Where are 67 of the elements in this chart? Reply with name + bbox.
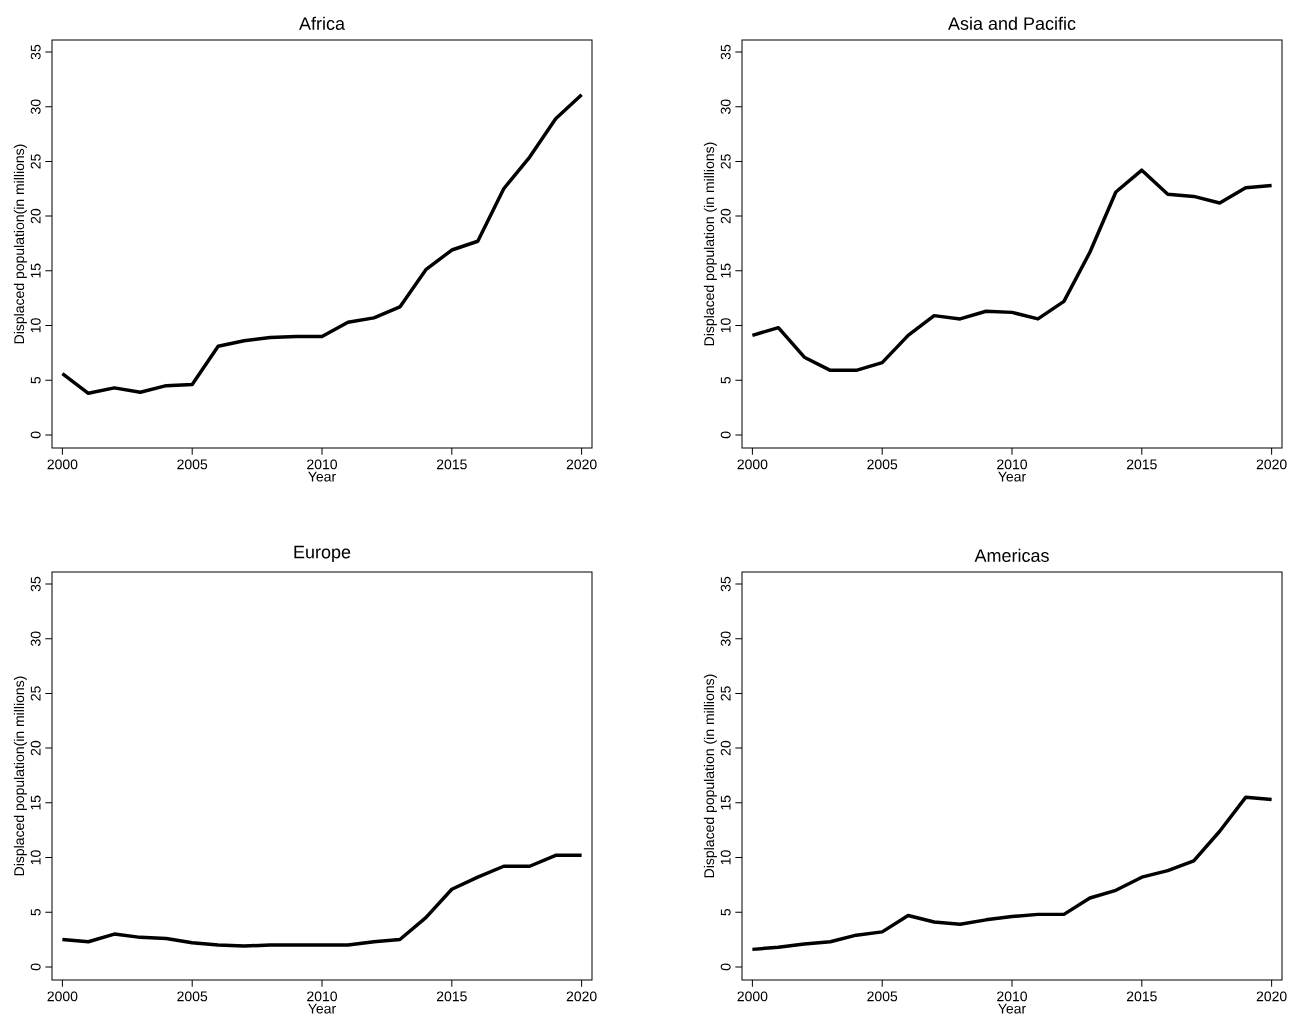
- y-tick-label: 25: [30, 686, 41, 701]
- y-axis-title: Displaced population (in millions): [703, 674, 717, 878]
- y-tick-label: 0: [720, 431, 731, 439]
- x-tick-label: 2000: [737, 991, 768, 1002]
- y-tick-label: 10: [720, 318, 731, 333]
- y-tick-label: 10: [30, 850, 41, 865]
- y-tick-label: 5: [30, 908, 41, 916]
- y-tick-label: 15: [720, 795, 731, 810]
- y-tick-label: 25: [720, 686, 731, 701]
- y-tick-label: 30: [30, 631, 41, 646]
- x-axis-title: Year: [998, 471, 1026, 482]
- y-tick-label: 0: [30, 431, 41, 439]
- line-series: [60, 92, 584, 396]
- x-tick-label: 2020: [566, 459, 597, 470]
- x-axis-title: Year: [308, 1003, 336, 1014]
- y-tick-label: 30: [30, 99, 41, 114]
- line-series: [750, 168, 1274, 373]
- y-tick-label: 15: [30, 263, 41, 278]
- y-tick-label: 5: [30, 376, 41, 384]
- x-tick-label: 2010: [997, 459, 1028, 470]
- x-tick-label: 2000: [47, 991, 78, 1002]
- x-tick-label: 2000: [737, 459, 768, 470]
- y-tick-label: 35: [720, 576, 731, 592]
- y-axis-title: Displaced population (in millions): [703, 142, 717, 346]
- y-tick-label: 15: [720, 263, 731, 278]
- y-tick-label: 0: [30, 963, 41, 971]
- y-tick-label: 20: [30, 208, 41, 224]
- y-tick-label: 25: [720, 154, 731, 169]
- y-tick-label: 30: [720, 631, 731, 646]
- x-tick-label: 2020: [1256, 459, 1287, 470]
- y-tick-label: 35: [30, 44, 41, 60]
- y-tick-label: 0: [720, 963, 731, 971]
- x-tick-label: 2010: [307, 459, 338, 470]
- x-axis-title: Year: [998, 1003, 1026, 1014]
- y-axis-title: Displaced population(in millions): [13, 676, 27, 876]
- y-tick-label: 20: [720, 740, 731, 756]
- x-tick-label: 2005: [177, 459, 208, 470]
- y-tick-label: 35: [720, 44, 731, 60]
- x-tick-label: 2020: [1256, 991, 1287, 1002]
- chart-title: Asia and Pacific: [948, 16, 1076, 30]
- x-tick-label: 2005: [867, 459, 898, 470]
- y-tick-label: 25: [30, 154, 41, 169]
- y-tick-label: 15: [30, 795, 41, 810]
- x-tick-label: 2005: [177, 991, 208, 1002]
- line-series: [750, 795, 1274, 952]
- y-axis-title: Displaced population(in millions): [13, 144, 27, 344]
- y-tick-label: 5: [720, 376, 731, 384]
- x-tick-label: 2020: [566, 991, 597, 1002]
- x-tick-label: 2015: [1126, 991, 1157, 1002]
- x-tick-label: 2015: [436, 459, 467, 470]
- y-tick-label: 10: [30, 318, 41, 333]
- chart-title: Africa: [299, 16, 346, 30]
- x-tick-label: 2000: [47, 459, 78, 470]
- chart-title: Europe: [294, 545, 351, 562]
- y-tick-label: 20: [30, 740, 41, 756]
- x-tick-label: 2010: [307, 991, 338, 1002]
- x-tick-label: 2005: [867, 991, 898, 1002]
- y-tick-label: 5: [720, 908, 731, 916]
- chart-title: Americas: [974, 548, 1049, 562]
- y-tick-label: 20: [720, 208, 731, 224]
- x-tick-label: 2010: [997, 991, 1028, 1002]
- y-tick-label: 30: [720, 99, 731, 114]
- y-tick-label: 10: [720, 850, 731, 865]
- x-tick-label: 2015: [436, 991, 467, 1002]
- x-axis-title: Year: [308, 471, 336, 482]
- x-tick-label: 2015: [1126, 459, 1157, 470]
- y-tick-label: 35: [30, 576, 41, 592]
